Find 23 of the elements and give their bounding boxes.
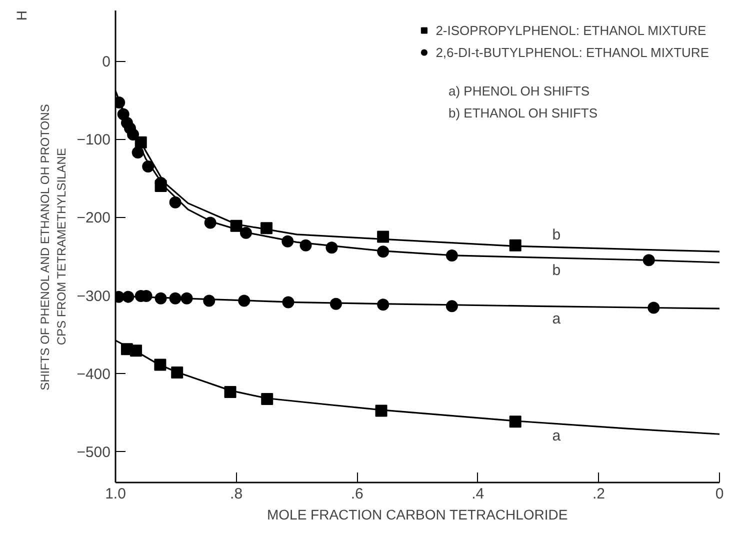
x-axis-title: MOLE FRACTION CARBON TETRACHLORIDE xyxy=(266,506,568,522)
annotation: b) ETHANOL OH SHIFTS xyxy=(448,106,598,120)
x-tick-label: 1.0 xyxy=(105,486,126,502)
legend-label: 2,6-DI-t-BUTYLPHENOL: ETHANOL MIXTURE xyxy=(436,44,709,60)
series-label: b xyxy=(552,226,561,244)
series-label: a xyxy=(552,310,562,328)
legend-label: 2-ISOPROPYLPHENOL: ETHANOL MIXTURE xyxy=(436,22,706,38)
x-tick-label: 0 xyxy=(715,486,724,502)
y-tick-label: −400 xyxy=(76,366,111,383)
y-axis-title: SHIFTS OF PHENOL AND ETHANOL OH PROTONS CPS FROM TETRAMETHYLSILANE xyxy=(38,104,69,390)
y-tick-label: −100 xyxy=(76,132,111,149)
series-label: b xyxy=(552,262,561,279)
y-tick-label: −200 xyxy=(76,210,111,227)
series-label: a xyxy=(552,428,562,445)
y-tick-label: −500 xyxy=(76,444,111,461)
annotation: a) PHENOL OH SHIFTS xyxy=(448,84,590,98)
x-tick-label: .4 xyxy=(472,486,484,502)
x-tick-label: .8 xyxy=(230,486,243,502)
text: H xyxy=(14,10,30,21)
y-tick-label: −300 xyxy=(76,288,111,305)
x-tick-label: .6 xyxy=(350,486,364,502)
x-tick-label: .2 xyxy=(592,486,605,502)
y-tick-label: 0 xyxy=(102,54,110,71)
